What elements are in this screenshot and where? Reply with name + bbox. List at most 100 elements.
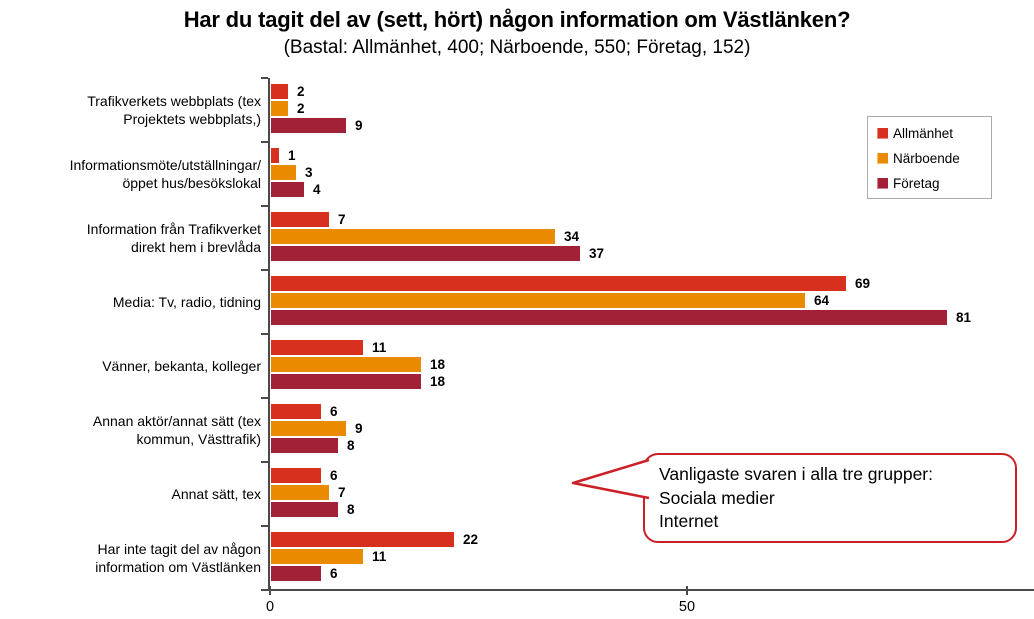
category-label-line: information om Västlänken (95, 559, 261, 575)
category-label-line: Trafikverkets webbplats (tex (87, 93, 261, 109)
bar (271, 438, 338, 453)
bar (271, 276, 846, 291)
category-label: Trafikverkets webbplats (tex Projektets w… (0, 78, 261, 142)
y-axis-tick (261, 397, 268, 399)
category-label-line: Information från Trafikverket (86, 221, 261, 237)
bar-value-label: 6 (330, 566, 338, 581)
bar-value-label: 81 (956, 310, 972, 325)
callout-line: Sociala medier (659, 487, 775, 508)
y-axis-tick (261, 333, 268, 335)
bar (271, 421, 346, 436)
legend-label: Allmänhet (893, 126, 954, 141)
bar-value-label: 7 (338, 212, 346, 227)
bar (271, 357, 421, 372)
category-label-line: Har inte tagit del av någon (97, 541, 261, 557)
bar-value-label: 4 (313, 182, 321, 197)
bar (271, 293, 805, 308)
bar (271, 246, 580, 261)
bar (271, 549, 363, 564)
chart-subtitle: (Bastal: Allmänhet, 400; Närboende, 550;… (283, 37, 751, 58)
bar (271, 374, 421, 389)
bar-value-label: 9 (355, 421, 363, 436)
y-axis-tick (261, 141, 268, 143)
bar (271, 101, 288, 116)
category-label: Information från Trafikverket direkt hem … (0, 206, 261, 270)
x-axis-tick (686, 586, 688, 595)
category-label-line: öppet hus/besökslokal (122, 175, 261, 191)
bar (271, 182, 304, 197)
category-label: Media: Tv, radio, tidning (0, 270, 261, 334)
callout-line: Internet (659, 511, 719, 531)
bar-value-label: 8 (347, 502, 355, 517)
bar (271, 532, 454, 547)
legend-item-narboende: Närboende (877, 151, 983, 166)
category-label: Har inte tagit del av någon information o… (0, 526, 261, 590)
bar (271, 148, 279, 163)
bar-value-label: 37 (589, 246, 605, 261)
chart-title: Har du tagit del av (sett, hört) någon i… (183, 7, 851, 32)
legend: Allmänhet Närboende Företag (867, 116, 992, 199)
legend-label: Närboende (893, 151, 960, 166)
bar-value-label: 11 (372, 549, 387, 564)
bar-value-label: 9 (355, 118, 363, 133)
bar (271, 468, 321, 483)
x-axis-tick (269, 586, 271, 595)
category-label-line: Media: Tv, radio, tidning (112, 294, 261, 310)
bar (271, 404, 321, 419)
bar-value-label: 18 (430, 357, 446, 372)
category-label-line: Vänner, bekanta, kolleger (102, 358, 261, 374)
bar-value-label: 34 (564, 229, 580, 244)
y-axis-tick (261, 589, 268, 591)
bar (271, 212, 329, 227)
y-axis-tick (261, 77, 268, 79)
bar-value-label: 22 (463, 532, 479, 547)
category-label: Vänner, bekanta, kolleger (0, 334, 261, 398)
bar (271, 485, 329, 500)
callout-tail-icon (571, 458, 650, 500)
legend-item-foretag: Företag (877, 176, 983, 191)
bar (271, 310, 947, 325)
category-label-line: Projektets webbplats,) (123, 111, 261, 127)
x-axis-line (268, 589, 1034, 591)
category-label-line: Annat sätt, tex (171, 486, 262, 502)
category-label-line: Informationsmöte/utställningar/ (69, 157, 261, 173)
category-label: Annat sätt, tex (0, 462, 262, 526)
y-axis-tick (261, 205, 268, 207)
bar (271, 118, 346, 133)
y-axis-line (268, 78, 270, 591)
bar-value-label: 2 (297, 101, 305, 116)
legend-swatch-foretag-icon (877, 178, 888, 189)
bar-value-label: 6 (330, 404, 338, 419)
bar-value-label: 1 (288, 148, 296, 163)
callout-bubble: Vanligaste svaren i alla tre grupper: So… (643, 453, 1017, 543)
bar-value-label: 64 (814, 293, 830, 308)
y-axis-tick (261, 461, 268, 463)
bar (271, 340, 363, 355)
x-axis-tick-label: 0 (265, 599, 275, 615)
bar-value-label: 7 (338, 485, 346, 500)
bar-value-label: 2 (297, 84, 305, 99)
legend-label: Företag (893, 176, 940, 191)
legend-item-allmanhet: Allmänhet (877, 126, 983, 141)
legend-swatch-narboende-icon (877, 153, 888, 164)
bar (271, 566, 321, 581)
bar-value-label: 18 (430, 374, 446, 389)
category-label-line: Annan aktör/annat sätt (tex (92, 413, 261, 429)
callout-line: Vanligaste svaren i alla tre grupper: (659, 464, 933, 484)
bar (271, 165, 296, 180)
legend-swatch-allmanhet-icon (877, 128, 888, 139)
bar-value-label: 69 (855, 276, 871, 291)
bar-value-label: 11 (372, 340, 387, 355)
y-axis-tick (261, 269, 268, 271)
bar (271, 502, 338, 517)
bar-value-label: 3 (305, 165, 313, 180)
x-axis-tick-label: 50 (678, 599, 696, 615)
bar-value-label: 6 (330, 468, 338, 483)
category-label-line: direkt hem i brevlåda (131, 239, 261, 255)
bar (271, 84, 288, 99)
bar (271, 229, 555, 244)
category-label: Informationsmöte/utställningar/öppet hus… (0, 142, 261, 206)
y-axis-tick (261, 525, 268, 527)
